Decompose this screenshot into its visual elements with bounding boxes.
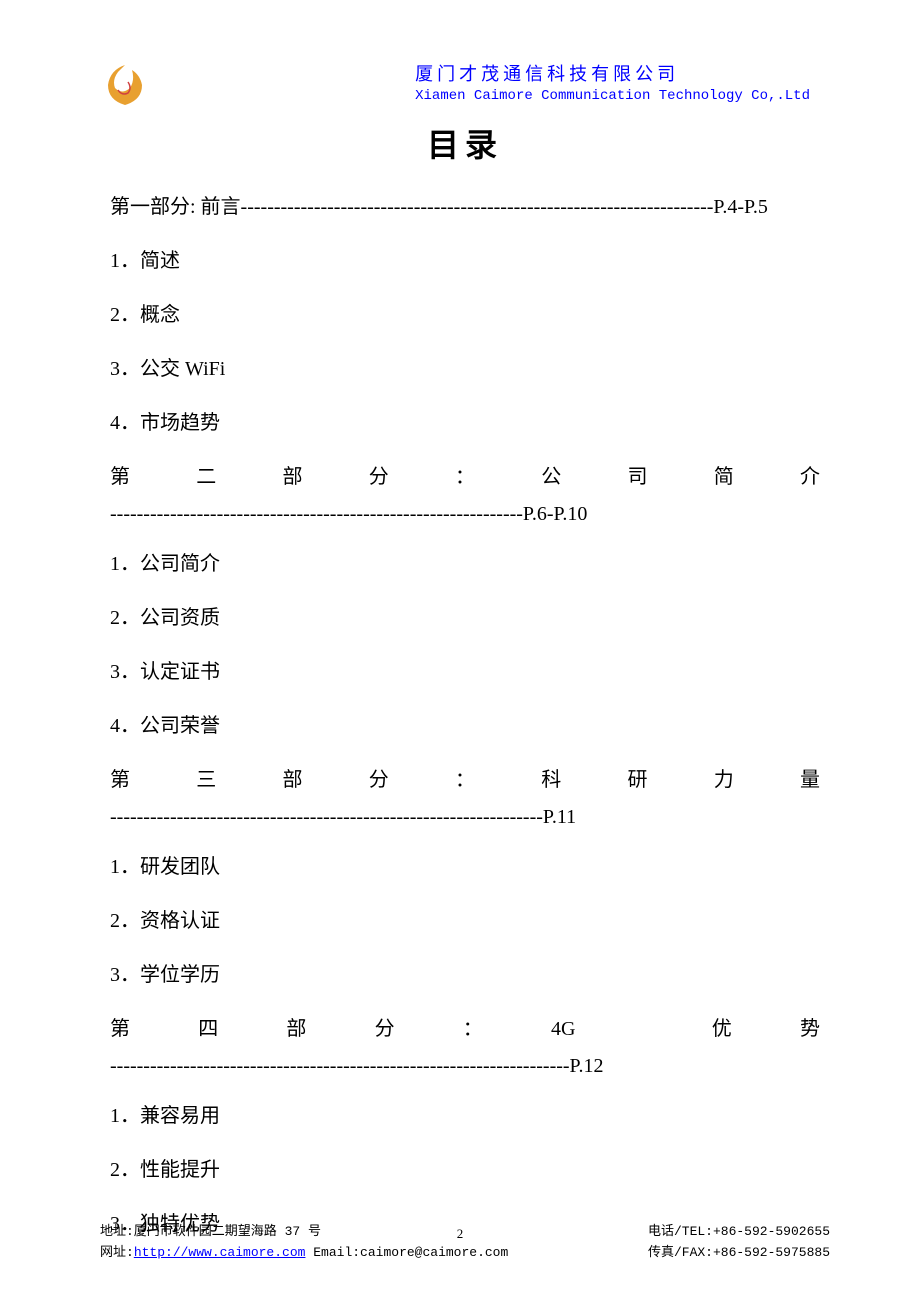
toc-item: 3．公交 WiFi: [110, 353, 820, 385]
toc-item: 3．学位学历: [110, 959, 820, 991]
toc-title: 目录: [100, 120, 830, 166]
toc-section-title: 第三部分：科研力量: [110, 764, 820, 796]
document-footer: 地址:厦门市软件园二期望海路 37 号 电话/TEL:+86-592-59026…: [100, 1220, 830, 1262]
toc-item: 2．公司资质: [110, 602, 820, 634]
toc-section-title: 第二部分：公司简介: [110, 461, 820, 493]
toc-item: 1．兼容易用: [110, 1100, 820, 1132]
toc-section-pageref: ----------------------------------------…: [110, 1055, 820, 1078]
toc-section-pageref: ----------------------------------------…: [110, 503, 820, 526]
toc-item: 1．公司简介: [110, 548, 820, 580]
toc-item: 2．概念: [110, 299, 820, 331]
company-name-cn: 厦门才茂通信科技有限公司: [415, 60, 810, 86]
footer-tel: 电话/TEL:+86-592-5902655: [648, 1220, 830, 1239]
toc-item: 1．研发团队: [110, 851, 820, 883]
toc-content: 第一部分: 前言--------------------------------…: [100, 191, 830, 1240]
footer-url-link[interactable]: http://www.caimore.com: [134, 1245, 306, 1260]
company-logo: [100, 60, 150, 110]
company-info: 厦门才茂通信科技有限公司 Xiamen Caimore Communicatio…: [415, 60, 810, 104]
toc-item: 4．市场趋势: [110, 407, 820, 439]
toc-item: 2．资格认证: [110, 905, 820, 937]
toc-item: 4．公司荣誉: [110, 710, 820, 742]
toc-section-title: 第一部分: 前言--------------------------------…: [110, 191, 820, 223]
toc-item: 2．性能提升: [110, 1154, 820, 1186]
footer-address: 地址:厦门市软件园二期望海路 37 号: [100, 1220, 321, 1239]
toc-section-title: 第四部分：4G优势: [110, 1013, 820, 1045]
company-name-en: Xiamen Caimore Communication Technology …: [415, 88, 810, 104]
toc-item: 3．认定证书: [110, 656, 820, 688]
toc-section-pageref: ----------------------------------------…: [110, 806, 820, 829]
footer-web: 网址:http://www.caimore.com Email:caimore@…: [100, 1241, 508, 1260]
toc-item: 1．简述: [110, 245, 820, 277]
document-header: 厦门才茂通信科技有限公司 Xiamen Caimore Communicatio…: [100, 60, 830, 110]
footer-fax: 传真/FAX:+86-592-5975885: [648, 1241, 830, 1260]
